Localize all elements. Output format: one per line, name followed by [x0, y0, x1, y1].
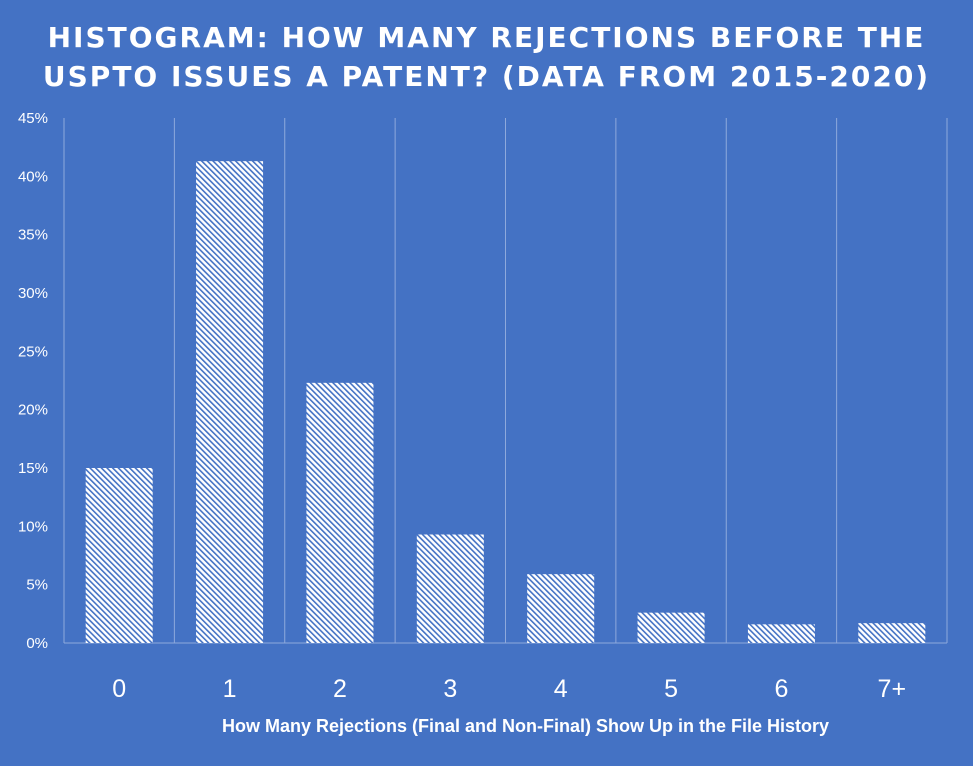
bar	[527, 574, 594, 643]
y-tick-label: 15%	[18, 460, 48, 477]
x-tick-label: 4	[554, 675, 568, 703]
y-tick-label: 30%	[18, 285, 48, 302]
bar	[196, 161, 263, 643]
x-tick-label: 2	[333, 675, 347, 703]
y-tick-label: 20%	[18, 402, 48, 419]
x-tick-label: 0	[112, 675, 126, 703]
x-tick-label: 5	[664, 675, 678, 703]
y-tick-label: 0%	[26, 635, 48, 652]
bar	[638, 613, 705, 643]
bar	[748, 624, 815, 643]
y-tick-label: 40%	[18, 168, 48, 185]
y-tick-label: 25%	[18, 343, 48, 360]
y-tick-label: 5%	[26, 577, 48, 594]
x-axis-title: How Many Rejections (Final and Non-Final…	[222, 716, 829, 736]
x-tick-label: 6	[774, 675, 788, 703]
x-tick-label: 7+	[878, 675, 907, 703]
bar	[86, 468, 153, 643]
bar	[417, 535, 484, 644]
bar	[858, 623, 925, 643]
x-tick-label: 1	[223, 675, 237, 703]
bar	[306, 383, 373, 643]
y-tick-label: 35%	[18, 227, 48, 244]
x-tick-label: 3	[443, 675, 457, 703]
y-tick-label: 10%	[18, 518, 48, 535]
y-tick-label: 45%	[18, 110, 48, 127]
